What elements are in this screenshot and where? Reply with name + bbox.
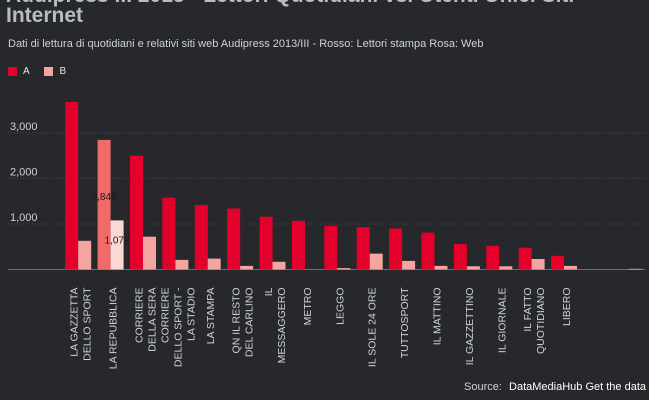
bar-a xyxy=(421,232,435,270)
x-tick-label-line: IL FATTO xyxy=(522,288,534,332)
bar-a xyxy=(389,228,403,270)
x-tick-label-line: LIBERO xyxy=(561,288,573,327)
bars xyxy=(65,102,642,270)
x-tick-label-line: IL MATTINO xyxy=(432,288,444,346)
legend-label-b: B xyxy=(59,66,67,77)
x-tick-label: LA REPUBBLICA xyxy=(108,288,120,370)
x-tick-label: IL GAZZETTINO xyxy=(464,288,476,366)
x-tick-label: CORRIERE DELLO SPORT - LA STADIO xyxy=(159,287,197,367)
bar-b xyxy=(531,259,545,270)
x-tick-label-line: TUTTOSPORT xyxy=(399,287,411,358)
bar-b xyxy=(175,259,189,270)
source-label: Source: xyxy=(464,381,502,393)
x-tick-label-line: IL GAZZETTINO xyxy=(464,288,476,366)
x-tick-label-line: LEGGO xyxy=(334,288,346,325)
x-axis: LA GAZZETTA DELLO SPORT LA REPUBBLICA CORRI… xyxy=(69,287,573,369)
x-tick-label-line: MESSAGGERO xyxy=(276,288,288,364)
y-axis: 1,000 2,000 3,000 xyxy=(10,121,38,224)
source-link[interactable]: DataMediaHub Get the data xyxy=(509,381,646,393)
x-tick-label-line: METRO xyxy=(302,288,314,326)
y-tick-label: 1,000 xyxy=(10,212,38,224)
x-tick-label-line: LA STAMPA xyxy=(205,288,217,345)
x-tick-label: TUTTOSPORT xyxy=(399,287,411,358)
x-tick-label-line: DELLA SERA xyxy=(147,288,159,352)
bar-b xyxy=(240,265,254,270)
x-tick-label-line: IL xyxy=(263,287,275,296)
x-tick-label: IL MESSAGGERO xyxy=(263,287,288,363)
x-tick-label: QN IL RESTO DEL CARLINO xyxy=(231,288,256,358)
legend-item-a[interactable]: A xyxy=(8,66,30,77)
bar-b xyxy=(499,266,513,270)
bar-b xyxy=(207,258,221,270)
data-labels: 2,848 1,079 xyxy=(92,192,130,247)
x-tick-label-line: QN IL RESTO xyxy=(231,288,243,354)
bar-b xyxy=(434,265,448,270)
bar-a xyxy=(356,227,370,270)
x-tick-label: CORRIERE DELLA SERA xyxy=(134,288,159,352)
x-tick-label: IL MATTINO xyxy=(432,288,444,346)
bar-b xyxy=(402,260,416,270)
x-tick-label-line: LA REPUBBLICA xyxy=(108,288,120,370)
bar-a xyxy=(486,245,500,270)
x-tick-label: IL SOLE 24 ORE xyxy=(367,288,379,368)
bar-a xyxy=(194,204,208,270)
bar-b xyxy=(110,220,124,270)
x-tick-label: LIBERO xyxy=(561,288,573,327)
chart-title: Audipress III 2013 - Lettori Quotidiani … xyxy=(6,0,574,27)
bar-a xyxy=(227,208,241,270)
bar-a xyxy=(551,255,565,270)
x-tick-label-line: CORRIERE xyxy=(159,288,171,343)
bar-a xyxy=(162,197,176,270)
bar-b xyxy=(564,265,577,270)
bar-a xyxy=(324,225,338,270)
legend: A B xyxy=(8,66,78,79)
y-tick-label: 3,000 xyxy=(10,121,38,133)
x-tick-label-line: IL SOLE 24 ORE xyxy=(367,288,379,368)
bar-a xyxy=(65,102,79,270)
x-tick-label-line: QUOTIDIANO xyxy=(535,288,547,355)
bar-a xyxy=(292,220,305,270)
x-tick-label: LA GAZZETTA DELLO SPORT xyxy=(69,287,94,361)
x-tick-label-line: CORRIERE xyxy=(134,288,146,343)
bar-b xyxy=(272,261,286,270)
bar-b xyxy=(369,253,383,270)
data-label: 1,079 xyxy=(105,235,130,246)
data-label: 2,848 xyxy=(92,192,117,203)
x-tick-label: LA STAMPA xyxy=(205,288,217,345)
legend-swatch-a xyxy=(8,67,17,76)
chart-subtitle: Dati di lettura di quotidiani e relativi… xyxy=(8,38,484,50)
bar-b xyxy=(143,236,156,270)
bar-b xyxy=(628,268,642,270)
bar-a xyxy=(259,216,273,270)
legend-swatch-b xyxy=(44,67,54,76)
x-tick-label-line: DELLO SPORT xyxy=(82,287,94,361)
x-tick-label: LEGGO xyxy=(334,288,346,325)
x-tick-label-line: IL GIORNALE xyxy=(496,288,508,354)
legend-item-b[interactable]: B xyxy=(44,66,66,77)
bar-a xyxy=(453,244,467,270)
x-tick-label: IL GIORNALE xyxy=(496,288,508,354)
x-tick-label-line: DEL CARLINO xyxy=(244,288,256,358)
x-tick-label-line: LA STADIO xyxy=(185,288,197,342)
bar-a xyxy=(130,155,143,270)
source-credit: Source: DataMediaHub Get the data xyxy=(464,381,646,393)
y-tick-label: 2,000 xyxy=(10,166,38,178)
bar-b xyxy=(466,266,480,270)
x-tick-label-line: LA GAZZETTA xyxy=(69,288,81,357)
legend-label-a: A xyxy=(23,66,30,77)
bar-a xyxy=(97,139,111,270)
x-tick-label-line: DELLO SPORT - xyxy=(172,287,184,367)
bar-b xyxy=(78,240,92,270)
x-tick-label: IL FATTO QUOTIDIANO xyxy=(522,288,547,355)
bar-b xyxy=(337,268,351,270)
x-tick-label: METRO xyxy=(302,288,314,326)
bar-a xyxy=(518,247,532,270)
